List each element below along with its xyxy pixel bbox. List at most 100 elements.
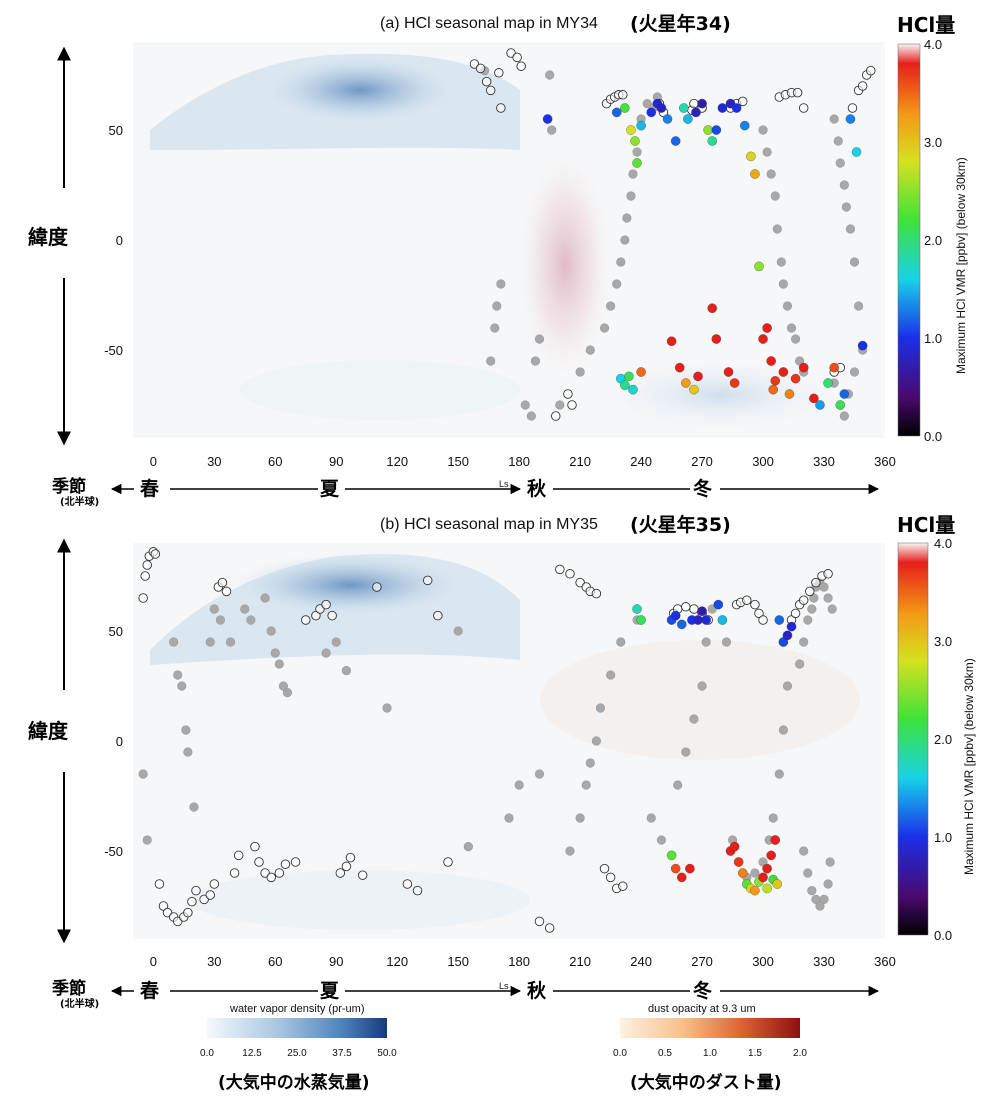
open-point xyxy=(290,857,301,867)
gray-point xyxy=(697,681,707,691)
open-point xyxy=(742,595,752,605)
hcl-point xyxy=(857,340,868,351)
gray-point xyxy=(581,780,591,790)
x-tick-label: 210 xyxy=(569,454,591,469)
open-point xyxy=(737,96,748,107)
open-point xyxy=(327,610,337,621)
colorbar-tick-label: 4.0 xyxy=(924,37,942,52)
hcl-point xyxy=(697,98,707,109)
open-point xyxy=(866,65,876,76)
hcl-point xyxy=(666,850,677,861)
hcl-point xyxy=(758,872,768,883)
x-tick-label: 180 xyxy=(508,454,530,469)
panel-a-title: (a) HCl seasonal map in MY34 xyxy=(380,15,598,32)
panel-a-season-spring: 春 xyxy=(140,477,159,500)
gray-point xyxy=(138,769,148,779)
gray-point xyxy=(270,648,280,658)
gray-point xyxy=(632,147,642,157)
open-point xyxy=(191,885,201,896)
hcl-point xyxy=(624,371,634,382)
gray-point xyxy=(628,169,638,179)
x-tick-label: 360 xyxy=(874,454,896,469)
gray-point xyxy=(260,593,270,603)
x-tick-label: 330 xyxy=(813,454,835,469)
gray-point xyxy=(849,367,860,377)
gray-point xyxy=(530,356,541,366)
gray-point xyxy=(274,659,284,669)
hcl-point xyxy=(703,125,713,135)
x-tick-label: 210 xyxy=(569,954,591,969)
x-tick-label: 300 xyxy=(752,454,774,469)
gray-point xyxy=(341,665,352,676)
hcl-point xyxy=(717,103,728,113)
hcl-point xyxy=(790,373,801,384)
gray-point xyxy=(646,813,656,823)
hcl-point xyxy=(542,114,553,124)
open-point xyxy=(183,907,193,918)
hcl-point xyxy=(762,323,772,333)
hcl-point xyxy=(750,169,760,179)
gray-point xyxy=(565,846,575,856)
gray-point xyxy=(776,257,786,267)
x-tick-label: 30 xyxy=(207,454,221,469)
gray-point xyxy=(585,345,595,355)
gray-point xyxy=(681,747,691,757)
gray-point xyxy=(225,637,236,647)
gray-point xyxy=(282,687,293,698)
panel-a-season-sub: (北半球) xyxy=(60,495,99,508)
gray-point xyxy=(534,769,545,779)
open-point xyxy=(372,582,382,592)
hcl-point xyxy=(835,400,846,410)
open-point xyxy=(140,571,150,581)
hcl-point xyxy=(697,606,707,616)
gray-point xyxy=(786,323,797,333)
open-point xyxy=(555,564,565,575)
gray-point xyxy=(526,411,536,421)
open-point xyxy=(142,560,152,570)
gray-point xyxy=(839,411,849,421)
x-tick-label: 150 xyxy=(447,454,469,469)
gray-point xyxy=(799,637,809,647)
open-point xyxy=(250,841,260,852)
gray-point xyxy=(169,637,179,647)
gray-point xyxy=(790,334,801,344)
gray-point xyxy=(673,780,683,790)
gray-point xyxy=(721,637,732,647)
open-point xyxy=(857,81,868,91)
gray-point xyxy=(246,615,256,625)
open-point xyxy=(591,588,602,599)
gray-point xyxy=(701,637,711,647)
hcl-point xyxy=(762,883,772,894)
gray-point xyxy=(823,593,833,603)
open-point xyxy=(274,868,285,878)
y-tick-label: 0 xyxy=(116,233,123,248)
gray-point xyxy=(849,257,860,267)
hcl-point xyxy=(679,103,689,113)
gray-point xyxy=(656,835,667,845)
open-point xyxy=(187,896,197,907)
panel-a-colorbar-title: HCl量 xyxy=(897,13,955,37)
panel-a-season-summer: 夏 xyxy=(320,478,340,500)
panel-b-ls-label: Ls xyxy=(499,981,509,991)
x-tick-label: 120 xyxy=(386,954,408,969)
hcl-point xyxy=(740,120,750,131)
panel-a-colorbar xyxy=(897,43,921,437)
gray-point xyxy=(853,301,864,311)
open-point xyxy=(496,103,506,113)
gray-point xyxy=(492,301,502,311)
water-vapor-caption: (大気中の水蒸気量) xyxy=(218,1072,370,1093)
x-tick-label: 0 xyxy=(150,954,157,969)
panel-b-xticks: 0 30 60 90 120 150 180 210 240 270 300 330 360 xyxy=(150,954,896,969)
open-point xyxy=(357,870,368,880)
panel-b-open-points xyxy=(138,547,833,933)
gray-point xyxy=(547,125,557,135)
colorbar-tick-label: 0.5 xyxy=(658,1048,672,1059)
panel-b-season-sub: (北半球) xyxy=(60,997,99,1010)
open-point xyxy=(618,90,628,100)
open-point xyxy=(150,549,161,559)
gray-point xyxy=(555,400,565,410)
gray-point xyxy=(782,301,793,311)
open-point xyxy=(689,98,699,109)
open-point xyxy=(758,615,768,625)
panel-a-colorbar-ticks: 4.0 3.0 2.0 1.0 0.0 xyxy=(924,37,942,444)
